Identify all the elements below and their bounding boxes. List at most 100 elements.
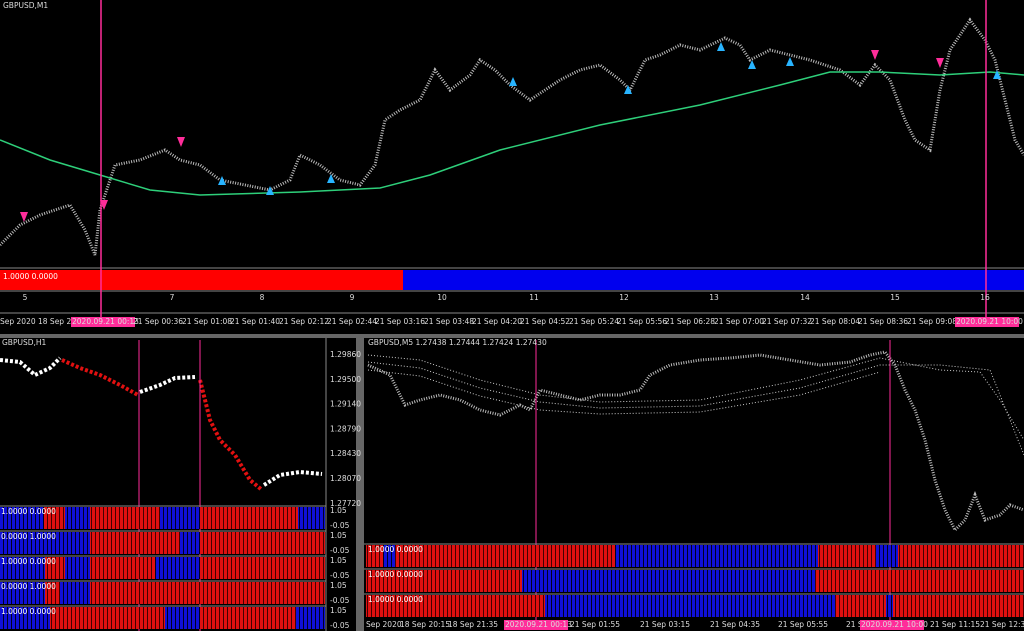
axis-min: -0.05 [330,621,350,630]
time-label: 21 Sep 01:40 [230,317,280,326]
signal-sell [50,607,90,629]
indicator-label: 1.0000 0.0000 [368,545,423,554]
signal-buy [0,532,90,554]
signal-buy [886,595,893,617]
price-label: 1.28430 [330,449,361,458]
time-label: 2020.09.21 00:13 [72,317,139,326]
signal-sell [366,545,383,567]
top-chart: GBPUSD,M1 1.0000 0.0000 [0,0,1024,320]
signal-sell [366,595,545,617]
signal-buy [876,545,898,567]
signal-buy [65,557,90,579]
indicator-label: 1.0000 0.0000 [3,272,58,281]
signal-sell [90,607,165,629]
axis-min: -0.05 [330,596,350,605]
indicator-label: 1.0000 0.0000 [368,570,423,579]
time-label: 18 Sep 20:15 [400,620,450,629]
signal-sell [45,582,60,604]
axis-min: -0.05 [330,546,350,555]
signal-sell [200,532,325,554]
day-label: 10 [437,293,447,302]
time-label: 21 Sep 07:32 [762,317,812,326]
chart-title: GBPUSD,H1 [2,338,47,347]
time-label: 2020.09.21 10:00 [861,620,928,629]
time-label: 21 Sep 01:08 [182,317,232,326]
day-label: 7 [170,293,175,302]
axis-max: 1.05 [330,531,347,540]
price-label: 1.28790 [330,424,361,433]
time-label: 21 Sep 08:04 [810,317,860,326]
highlight [504,620,568,630]
signal-buy [165,607,200,629]
candles-white [139,375,196,394]
time-label: 21 Sep 00:36 [133,317,183,326]
time-label: 21 Sep 02:12 [279,317,329,326]
indicator-label: 1.0000 0.0000 [1,507,56,516]
highlight [955,317,1019,327]
price-label: 1.29500 [330,375,361,384]
signal-sell [366,570,522,592]
price-label: 1.27720 [330,499,361,508]
time-label: Sep 2020 [0,317,36,326]
signal-sell [595,545,615,567]
axis-min: -0.05 [330,521,350,530]
indicator-label: 0.0000 1.0000 [1,582,56,591]
time-label: 21 Sep 06:28 [665,317,715,326]
time-label: 21 Sep 03:15 [640,620,690,629]
time-label: 21 Sep 04:20 [472,317,522,326]
time-label: Sep 2020 [366,620,402,629]
signal-buy [180,532,200,554]
signal-buy [383,545,395,567]
signal-sell [44,507,65,529]
axis-min: -0.05 [330,571,350,580]
signal-sell [200,607,296,629]
signal-sell [818,545,876,567]
time-label: 18 Sep 23 [38,317,76,326]
signal-buy [155,557,200,579]
signal-buy [522,570,815,592]
signal-buy [298,507,325,529]
candles-red [198,379,264,492]
signal-sell [90,582,200,604]
signal-sell [898,545,1024,567]
time-label: 21 Sep 05:56 [617,317,667,326]
indicator-label: 1.0000 0.0000 [1,557,56,566]
band [367,361,1024,456]
price-label: 1.29140 [330,400,361,409]
chart-title: GBPUSD,M1 [3,1,48,10]
signal-sell [90,507,160,529]
signal-buy [160,507,200,529]
sell-arrows [20,50,944,222]
price-label: 1.29860 [330,350,361,359]
signal-sell [90,557,155,579]
pane-divider [356,338,364,631]
time-label: 21 Sep 07:00 [714,317,764,326]
time-label: 21 Sep 01:55 [570,620,620,629]
price-line [367,350,1024,533]
time-label: 2020.09.21 00:13 [505,620,572,629]
signal-buy [0,607,50,629]
signal-sell [45,557,65,579]
time-label: 21 Sep 09:08 [907,317,957,326]
signal-buy [0,557,45,579]
time-label: 21 Sep 05:55 [778,620,828,629]
time-label: 2020.09.21 10:00 [956,317,1023,326]
candles-red [61,358,139,397]
time-label: 21 Sep 05:24 [569,317,619,326]
indicator-label: 0.0000 1.0000 [1,532,56,541]
time-label: 21 Sep 03:48 [424,317,474,326]
chart-title: GBPUSD,M5 1.27438 1.27444 1.27424 1.2743… [368,338,547,347]
signal-buy [60,582,90,604]
signal-buy [615,545,818,567]
moving-average [0,71,1024,196]
axis-max: 1.05 [330,606,347,615]
time-label: 21 Sep 03:16 [375,317,425,326]
signal-sell [90,532,180,554]
signal-sell [200,557,325,579]
band [367,369,881,415]
highlight [71,317,135,327]
signal-buy [65,507,90,529]
day-label: 8 [260,293,265,302]
time-label: 18 Sep 21:35 [448,620,498,629]
indicator-label: 1.0000 0.0000 [1,607,56,616]
